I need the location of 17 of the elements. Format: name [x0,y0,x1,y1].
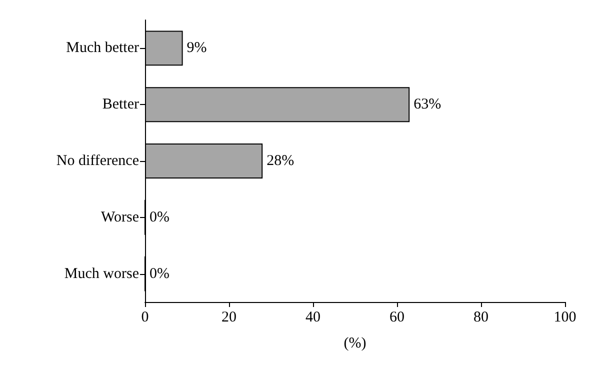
y-tick-label: Much better [66,40,140,56]
y-tick-label: Much worse [64,266,140,282]
data-label: 28% [266,153,294,169]
y-tick-label: No difference [56,153,140,169]
data-label: 63% [414,96,442,113]
x-tick-label: 100 [554,310,576,326]
x-tick-label: 40 [306,310,320,326]
data-label: 0% [150,266,170,282]
x-tick-label: 80 [474,310,488,326]
x-tick-label: 0 [141,310,149,326]
data-label: 0% [150,209,170,226]
x-tick-label: 20 [222,310,236,326]
x-tick-label: 60 [390,310,404,326]
y-tick-label: Better [102,96,139,113]
x-axis-title: (%) [344,336,366,352]
y-tick-label: Worse [101,209,140,226]
data-label: 9% [186,40,207,56]
